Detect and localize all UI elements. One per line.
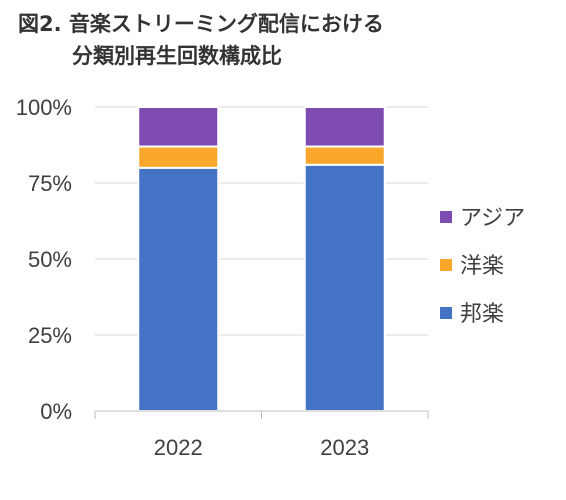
y-tick-label: 100% bbox=[16, 95, 72, 120]
legend-label: 洋楽 bbox=[460, 254, 504, 279]
bar-segment bbox=[137, 166, 220, 412]
y-tick-label: 25% bbox=[28, 323, 72, 348]
y-tick-label: 0% bbox=[40, 399, 72, 424]
x-tick-label: 2023 bbox=[320, 435, 369, 460]
bar-segment bbox=[303, 145, 386, 166]
legend-label: 邦楽 bbox=[460, 302, 504, 327]
bar-segment bbox=[137, 106, 220, 148]
legend-label: アジア bbox=[460, 206, 525, 231]
legend-swatch bbox=[440, 307, 452, 319]
bar-segment bbox=[303, 163, 386, 412]
bar-segment bbox=[137, 145, 220, 169]
y-tick-label: 75% bbox=[28, 171, 72, 196]
chart-title-line2: 分類別再生回数構成比 bbox=[72, 44, 282, 68]
legend-swatch bbox=[440, 211, 452, 223]
y-tick-label: 50% bbox=[28, 247, 72, 272]
bar-segment bbox=[303, 106, 386, 148]
legend-swatch bbox=[440, 259, 452, 271]
chart-title-line1: 図2. 音楽ストリーミング配信における bbox=[18, 12, 384, 36]
x-tick-label: 2022 bbox=[154, 435, 203, 460]
